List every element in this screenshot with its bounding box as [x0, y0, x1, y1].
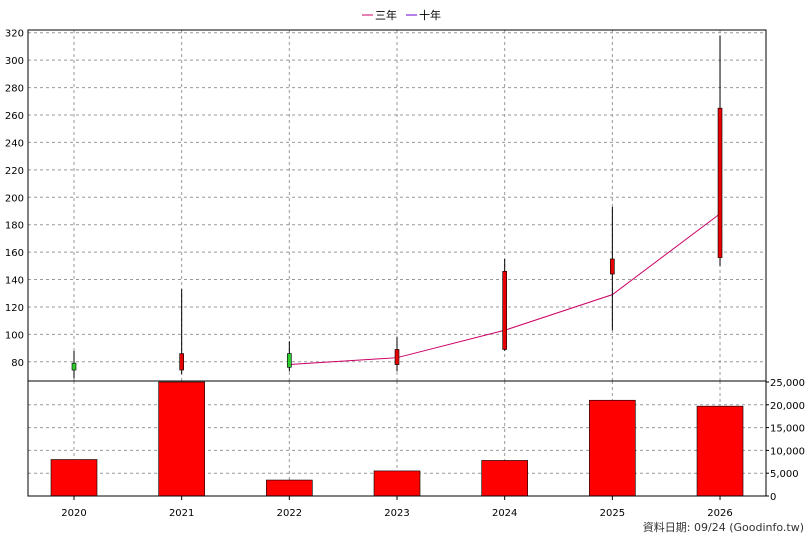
price-y-tick-label: 320: [5, 29, 24, 40]
legend-label-ten-year: 十年: [419, 8, 441, 22]
price-y-tick-label: 280: [5, 84, 24, 95]
volume-bar: [158, 381, 205, 497]
volume-bar: [481, 460, 528, 497]
legend-label-three-year: 三年: [375, 8, 397, 22]
price-y-tick-label: 160: [5, 248, 24, 259]
candle-body: [287, 353, 292, 368]
candle-body: [394, 349, 400, 365]
price-y-tick-label: 200: [5, 193, 24, 204]
x-tick-label: 2021: [169, 508, 194, 519]
price-y-tick-label: 220: [5, 166, 24, 177]
x-tick-label: 2023: [384, 508, 409, 519]
candle-body: [71, 362, 77, 371]
volume-bar: [266, 479, 313, 497]
x-tick-label: 2022: [277, 508, 302, 519]
x-tick-label: 2026: [707, 508, 732, 519]
candle-body: [610, 258, 615, 275]
price-y-tick-label: 300: [5, 56, 24, 67]
x-axis: 2020 2021 2022 2023 2024 2025 2026: [61, 496, 733, 519]
x-tick-label: 2025: [600, 508, 625, 519]
price-y-tick-label: 100: [5, 330, 24, 341]
volume-bar: [373, 470, 421, 497]
price-y-tick-label: 140: [5, 276, 24, 287]
volume-y-tick-label: 25,000: [770, 378, 805, 389]
price-y-tick-label: 240: [5, 138, 24, 149]
price-y-tick-label: 120: [5, 303, 24, 314]
price-y-tick-label: 180: [5, 221, 24, 232]
volume-y-tick-label: 20,000: [770, 401, 805, 412]
price-y-tick-label: 80: [11, 358, 24, 369]
x-tick-label: 2020: [61, 508, 86, 519]
volume-y-tick-label: 0: [770, 492, 776, 503]
candle-body: [179, 353, 184, 371]
volume-bar: [696, 405, 744, 497]
price-panel: 80 100 120 140 160 180 200 220 240 260 280 300 320: [5, 29, 767, 382]
candle-body: [502, 271, 507, 350]
x-tick-label: 2024: [492, 508, 517, 519]
volume-bar: [589, 399, 636, 497]
volume-y-tick-label: 10,000: [770, 446, 805, 457]
legend: 三年 十年: [362, 8, 441, 22]
price-y-tick-label: 260: [5, 111, 24, 122]
volume-bar: [50, 459, 98, 497]
volume-y-tick-label: 15,000: [770, 424, 805, 435]
volume-panel: 0 5,000 10,000 15,000 20,000 25,000: [27, 378, 805, 503]
candle-body: [717, 107, 723, 258]
volume-y-tick-label: 5,000: [770, 469, 799, 480]
data-date-footer: 資料日期: 09/24 (Goodinfo.tw): [643, 520, 804, 534]
